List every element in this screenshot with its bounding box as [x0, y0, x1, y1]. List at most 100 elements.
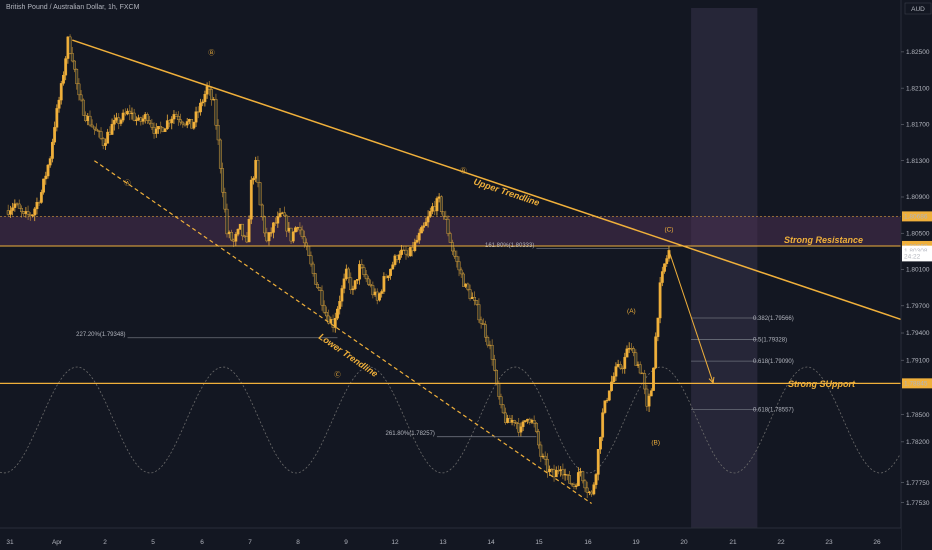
candle-body — [362, 267, 366, 275]
candle-body — [252, 178, 255, 181]
candle-body — [146, 114, 149, 121]
candle-body — [269, 232, 273, 234]
time-axis[interactable]: 31 Apr 2 5 6 7 8 9 12 13 14 15 16 19 20 21 22 23 26 — [0, 527, 901, 550]
wave-label: Ⓑ — [460, 166, 467, 174]
price-tick-label: 1.79700 — [906, 303, 930, 310]
time-tick-label: 21 — [729, 539, 737, 546]
candle-body — [170, 118, 174, 124]
candle-body — [477, 304, 481, 321]
candle-body — [128, 110, 132, 114]
candle-body — [351, 288, 355, 291]
candle-body — [132, 112, 136, 121]
wave-label: Ⓒ — [334, 371, 341, 379]
price-tick-label: 1.80100 — [906, 267, 930, 274]
candle-body — [256, 160, 260, 183]
candle-body — [234, 234, 238, 242]
candle-body — [311, 263, 315, 274]
candle-body — [223, 192, 227, 210]
wave-label: Ⓑ — [208, 49, 215, 57]
candle-body — [181, 121, 185, 125]
candle-body — [422, 225, 426, 228]
candle-body — [42, 178, 45, 193]
wave-label: (C) — [664, 226, 673, 233]
price-tag-bg — [902, 245, 932, 256]
candle-body — [230, 232, 233, 241]
candle-body — [490, 344, 494, 360]
candle-body — [532, 420, 536, 424]
candle-body — [267, 232, 271, 242]
price-tick-label: 1.77750 — [906, 480, 930, 487]
candle-body — [546, 459, 549, 473]
candle-body — [484, 324, 487, 338]
candle-body — [499, 396, 503, 406]
time-tick-label: 2 — [103, 539, 107, 546]
candle-body — [119, 119, 123, 124]
candle-body — [459, 269, 463, 275]
candle-body — [68, 36, 72, 54]
candle-body — [320, 290, 324, 306]
candle-body — [495, 370, 498, 384]
candle-body — [73, 60, 76, 70]
candle-body — [656, 317, 660, 337]
candle-body — [479, 319, 483, 324]
time-tick-label: 19 — [632, 539, 640, 546]
price-axis[interactable]: AUD 1.82500 1.82100 1.81700 1.81300 1.80900 1.… — [900, 0, 932, 550]
candle-body — [325, 312, 328, 317]
candle-body — [457, 261, 461, 271]
candle-body — [11, 207, 15, 211]
candle-body — [618, 364, 622, 369]
candle-body — [594, 474, 598, 485]
overlays: 0.382(1.79566) 0.5(1.79328) 0.618(1.79090)… — [0, 39, 902, 505]
candle-body — [548, 468, 552, 473]
candle-body — [201, 101, 205, 104]
candle-body — [148, 120, 152, 124]
candle-body — [59, 83, 63, 101]
candle-body — [537, 431, 540, 446]
time-tick-label: 6 — [200, 539, 204, 546]
candle-body — [654, 336, 658, 369]
candle-body — [62, 74, 65, 84]
candle-body — [481, 323, 485, 325]
candle-body — [57, 99, 61, 109]
price-tag-bg — [902, 251, 932, 262]
price-tick-label: 1.79100 — [906, 357, 930, 364]
candle-body — [660, 271, 664, 283]
candle-body — [192, 121, 196, 129]
candle-body — [218, 139, 222, 169]
candle-body — [393, 255, 397, 265]
candle-body — [276, 216, 280, 224]
candle-body — [174, 114, 178, 117]
candle-body — [353, 280, 357, 289]
candle-body — [501, 404, 505, 414]
candle-body — [424, 221, 428, 226]
candle-body — [75, 68, 79, 85]
candle-body — [439, 196, 443, 212]
candle-body — [185, 121, 189, 126]
candle-body — [665, 258, 669, 264]
candle-body — [99, 131, 103, 139]
candle-body — [391, 264, 395, 270]
price-axis-background — [901, 0, 932, 550]
candle-body — [159, 126, 163, 129]
candle-body — [163, 128, 167, 132]
candle-body — [592, 484, 596, 495]
time-tick-label: 14 — [487, 539, 495, 546]
candle-body — [236, 228, 240, 235]
price-tag-label: 1.78845 — [904, 381, 928, 388]
time-axis-background — [0, 528, 901, 550]
candle-body — [318, 287, 322, 291]
price-tick-label: 1.80500 — [906, 230, 930, 237]
candle-body — [492, 359, 496, 371]
price-tag-label: 24:22 — [904, 254, 921, 261]
candle-body — [46, 164, 50, 177]
time-tick-label: 16 — [584, 539, 592, 546]
candle-body — [386, 275, 390, 279]
fib-level-label: 0.5(1.79328) — [753, 338, 787, 344]
fib-level-label: 0.618(1.78557) — [753, 407, 794, 413]
candle-body — [55, 108, 59, 128]
candle-body — [371, 285, 375, 296]
candle-body — [291, 231, 295, 242]
candle-body — [601, 412, 605, 438]
price-tick-label: 1.78200 — [906, 439, 930, 446]
